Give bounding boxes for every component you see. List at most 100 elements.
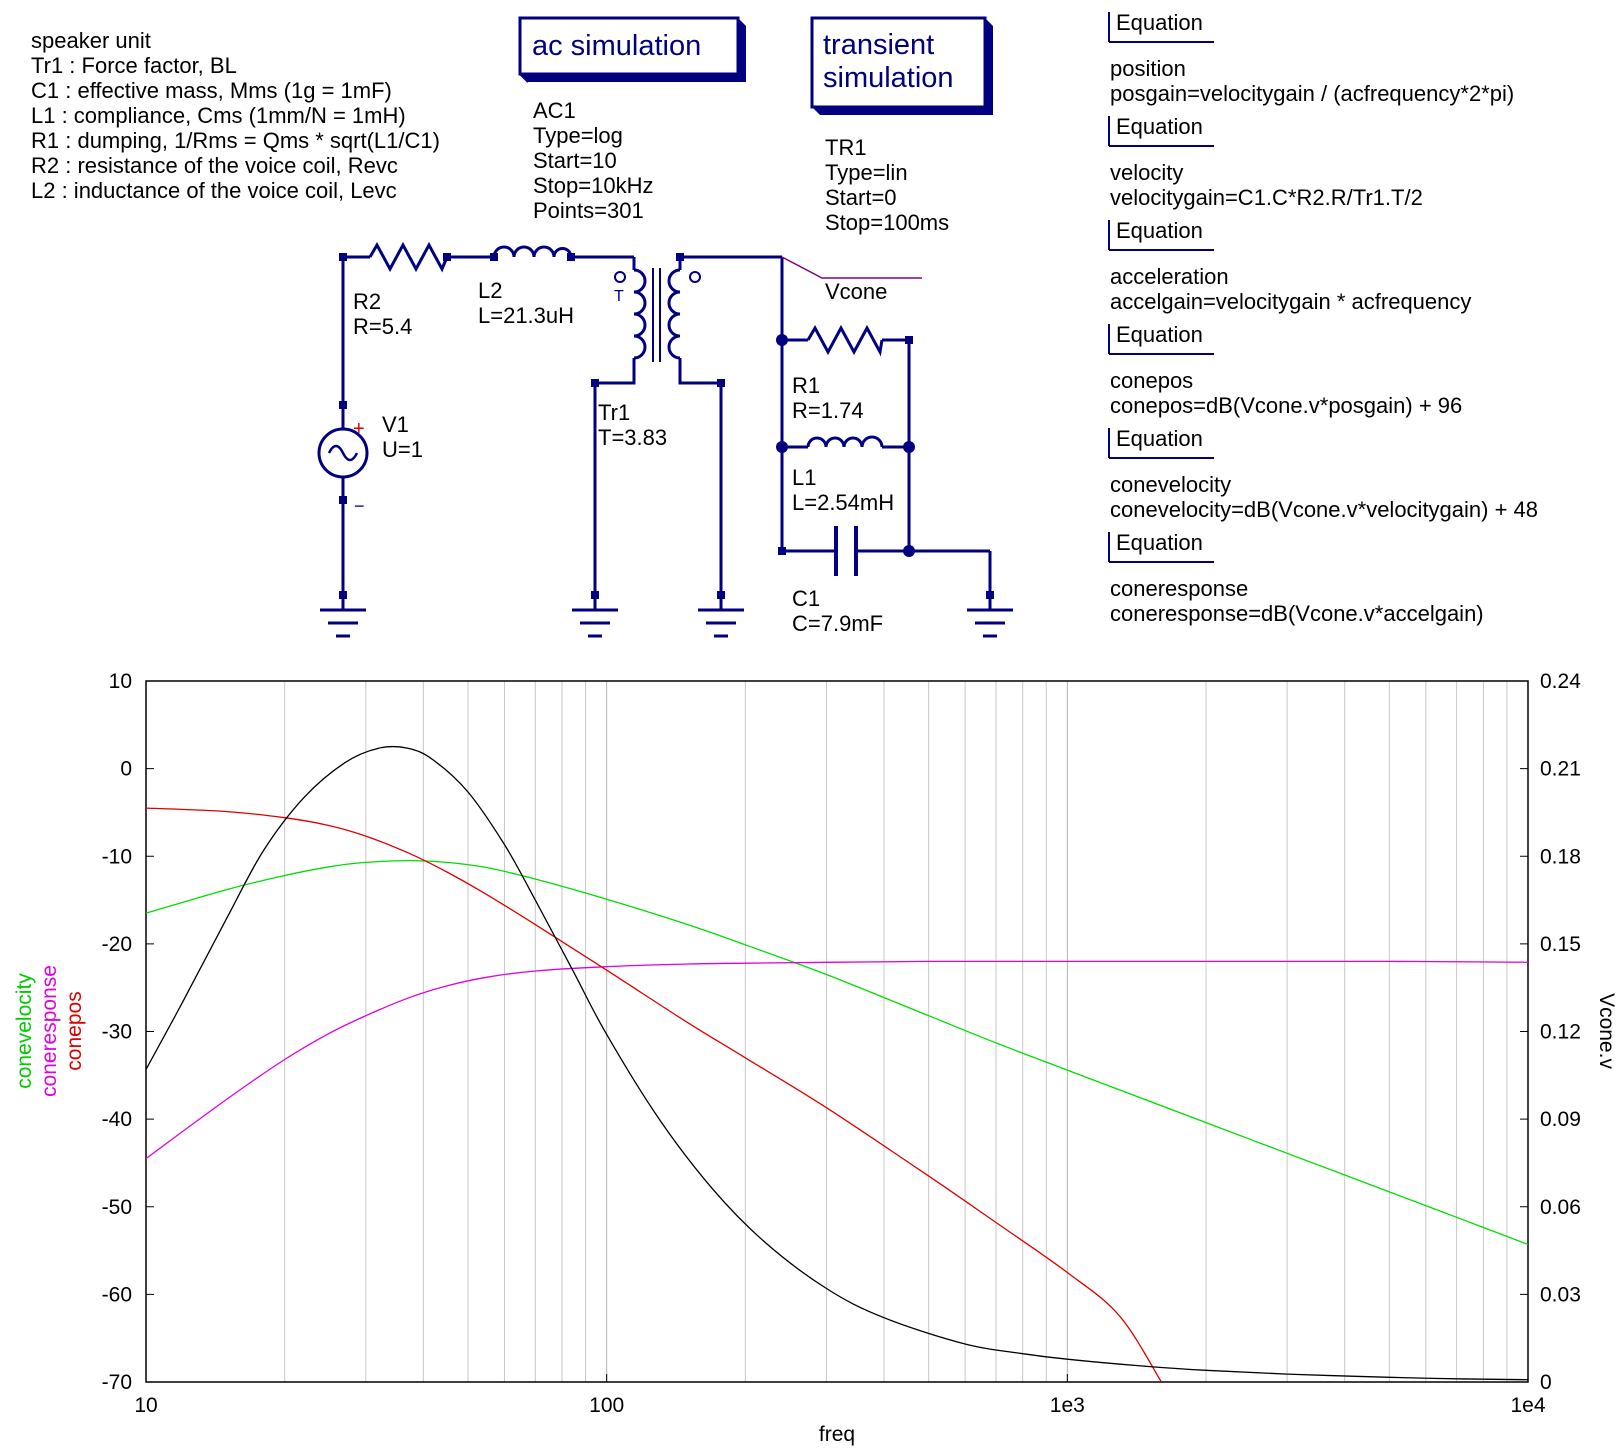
transient-title-line: simulation	[823, 62, 954, 94]
left-axis-labels: conevelocity coneresponse conepos	[13, 965, 86, 1097]
equation-block[interactable]: Equation conevelocity conevelocity=dB(Vc…	[1108, 426, 1538, 522]
inductor-l1[interactable]	[806, 435, 884, 448]
y-left-tick-label: -60	[102, 1283, 132, 1306]
x-axis-label: freq	[819, 1423, 855, 1446]
right-axis-label-group: Vcone.v	[1595, 993, 1618, 1069]
v1-name: V1	[382, 412, 409, 437]
tr-param: Type=lin	[825, 160, 908, 185]
ground-icon	[572, 595, 618, 638]
voltage-source-v1[interactable]: + −	[317, 405, 369, 516]
transformer-tr1[interactable]: T	[614, 268, 701, 362]
l1-name: L1	[792, 465, 816, 490]
resistor-r2[interactable]	[368, 241, 449, 273]
ac-param: Start=10	[533, 148, 617, 173]
minus-mark: −	[354, 496, 365, 516]
ac-simulation-title: ac simulation	[532, 30, 701, 62]
y-right-tick-label: 0.15	[1540, 933, 1581, 956]
y-left-tick-label: 10	[109, 670, 132, 693]
equation-name: velocity	[1110, 160, 1183, 185]
ground-icon	[698, 595, 744, 638]
equation-name: conepos	[1110, 368, 1193, 393]
equation-name: acceleration	[1110, 264, 1229, 289]
l1-value: L=2.54mH	[792, 490, 894, 515]
note-line: L1 : compliance, Cms (1mm/N = 1mH)	[31, 103, 406, 128]
r1-name: R1	[792, 373, 820, 398]
y-left-tick-label: 0	[120, 758, 132, 781]
y-left-tick-label: -50	[102, 1196, 132, 1219]
tr-param: Stop=100ms	[825, 210, 949, 235]
note-line: R1 : dumping, 1/Rms = Qms * sqrt(L1/C1)	[31, 128, 440, 153]
ac-params: AC1 Type=log Start=10 Stop=10kHz Points=…	[533, 98, 653, 223]
y-left-tick-label: -30	[102, 1021, 132, 1044]
series-line-conevelocity	[146, 859, 1528, 1246]
y-right-tick-label: 0.18	[1540, 845, 1581, 868]
capacitor-c1[interactable]	[834, 526, 858, 576]
vcone-label: Vcone	[825, 279, 887, 304]
ground-icon	[320, 595, 366, 638]
l2-name: L2	[478, 278, 502, 303]
equation-block[interactable]: Equation acceleration accelgain=velocity…	[1108, 218, 1471, 314]
inductor-l2[interactable]	[492, 245, 573, 258]
tr-params: TR1 Type=lin Start=0 Stop=100ms	[825, 135, 949, 235]
equation-title: Equation	[1116, 322, 1203, 347]
x-tick-label: 100	[589, 1394, 624, 1417]
x-tick-label: 1e4	[1510, 1394, 1545, 1417]
y-right-tick-label: 0.21	[1540, 758, 1581, 781]
equation-block[interactable]: Equation conepos conepos=dB(Vcone.v*posg…	[1108, 322, 1462, 418]
series-line-coneresponse	[146, 960, 1528, 1160]
y-left-tick-label: -10	[102, 845, 132, 868]
chart-grid	[145, 681, 1529, 1382]
y-right-tick-label: 0.03	[1540, 1283, 1581, 1306]
r2-name: R2	[353, 289, 381, 314]
r1-value: R=1.74	[792, 398, 864, 423]
ac-param: Points=301	[533, 198, 644, 223]
speaker-notes: speaker unit Tr1 : Force factor, BL C1 :…	[31, 28, 440, 203]
y-right-tick-label: 0.24	[1540, 670, 1581, 693]
chart-ticks: 100-10-20-30-40-50-60-700.240.210.180.15…	[102, 670, 1582, 1417]
series-line-vcone-v	[146, 745, 1528, 1381]
y-left-tick-label: -20	[102, 933, 132, 956]
equation-title: Equation	[1116, 114, 1203, 139]
equation-block[interactable]: Equation coneresponse coneresponse=dB(Vc…	[1108, 530, 1484, 626]
y-label-vcone: Vcone.v	[1595, 993, 1618, 1069]
equation-block[interactable]: Equation velocity velocitygain=C1.C*R2.R…	[1108, 114, 1423, 210]
equation-block[interactable]: Equation position posgain=velocitygain /…	[1108, 10, 1514, 106]
tr1-value: T=3.83	[598, 425, 667, 450]
x-tick-label: 10	[134, 1394, 157, 1417]
plot-frame	[145, 680, 1529, 1383]
connection-nodes	[339, 253, 994, 599]
resistor-r1[interactable]	[806, 324, 884, 357]
tr1-name: Tr1	[598, 400, 630, 425]
c1-value: C=7.9mF	[792, 611, 883, 636]
plus-mark: +	[353, 418, 365, 440]
ac-param: Type=log	[533, 123, 623, 148]
equation-title: Equation	[1116, 10, 1203, 35]
ac-param: AC1	[533, 98, 576, 123]
y-right-tick-label: 0.12	[1540, 1021, 1581, 1044]
y-right-tick-label: 0.06	[1540, 1196, 1581, 1219]
y-label-conepos: conepos	[63, 991, 86, 1070]
ac-param: Stop=10kHz	[533, 173, 653, 198]
note-line: R2 : resistance of the voice coil, Revc	[31, 153, 398, 178]
note-line: Tr1 : Force factor, BL	[31, 53, 237, 78]
equation-name: position	[1110, 56, 1186, 81]
equation-title: Equation	[1116, 426, 1203, 451]
y-label-conevelocity: conevelocity	[13, 973, 36, 1089]
x-tick-label: 1e3	[1050, 1394, 1085, 1417]
ac-simulation-block[interactable]: ac simulation	[518, 16, 746, 83]
y-left-tick-label: -40	[102, 1108, 132, 1131]
equation-expr: posgain=velocitygain / (acfrequency*2*pi…	[1110, 81, 1514, 106]
equation-expr: accelgain=velocitygain * acfrequency	[1110, 289, 1471, 314]
frequency-response-chart: 100-10-20-30-40-50-60-700.240.210.180.15…	[13, 670, 1618, 1446]
y-left-tick-label: -70	[102, 1371, 132, 1394]
equation-title: Equation	[1116, 530, 1203, 555]
component-labels: R2 R=5.4 L2 L=21.3uH V1 U=1 Tr1 T=3.83 R…	[353, 278, 894, 636]
note-line: C1 : effective mass, Mms (1g = 1mF)	[31, 78, 392, 103]
chart-series	[146, 745, 1528, 1382]
tr-param: Start=0	[825, 185, 897, 210]
transient-simulation-block[interactable]: transient simulation	[810, 16, 993, 115]
tr-param: TR1	[825, 135, 867, 160]
equation-name: conevelocity	[1110, 472, 1231, 497]
equation-name: coneresponse	[1110, 576, 1248, 601]
